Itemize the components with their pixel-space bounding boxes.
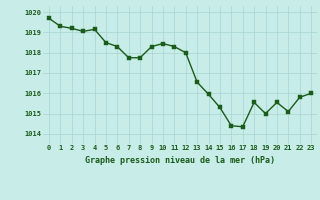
X-axis label: Graphe pression niveau de la mer (hPa): Graphe pression niveau de la mer (hPa) xyxy=(85,156,275,165)
